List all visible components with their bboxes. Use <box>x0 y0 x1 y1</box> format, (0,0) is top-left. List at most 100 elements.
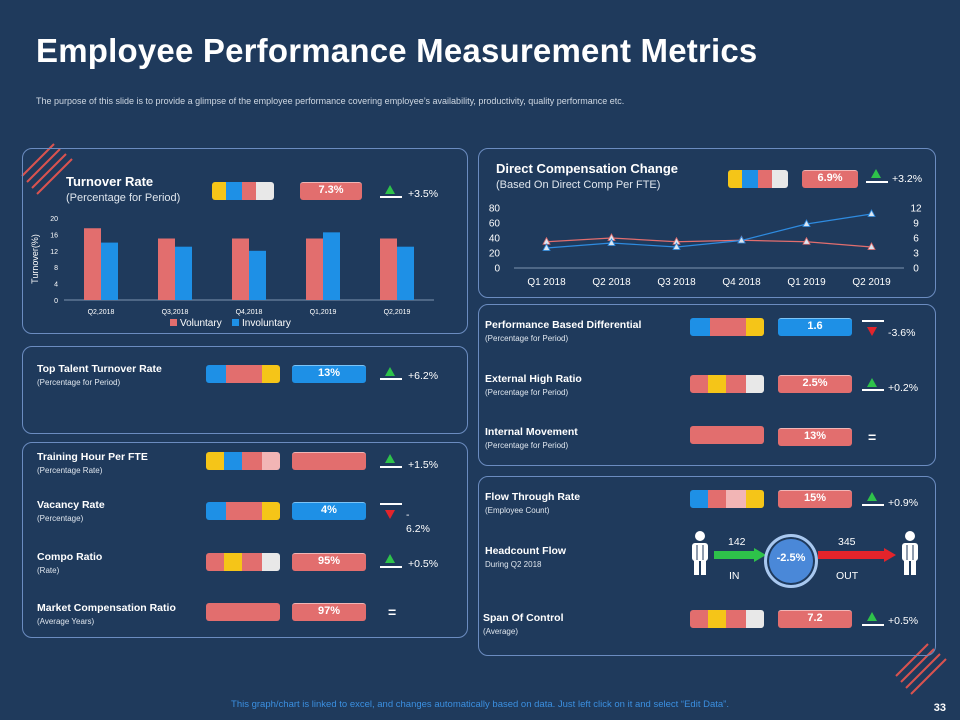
internal-label: Internal Movement (Percentage for Period… <box>485 426 578 450</box>
up-arrow-icon <box>867 492 877 501</box>
vacancy-label: Vacancy Rate (Percentage) <box>37 499 105 523</box>
ext-high-value: 2.5% <box>778 375 852 393</box>
turnover-panel <box>22 148 468 334</box>
y-tick-label: 4 <box>54 282 58 289</box>
y-left-tick-label: 0 <box>494 264 500 275</box>
x-tick-label: Q3,2018 <box>162 309 189 316</box>
compensation-strip <box>728 170 788 188</box>
flow-label: Flow Through Rate (Employee Count) <box>485 491 581 515</box>
vacancy-change-dash: - <box>406 509 410 521</box>
ext-high-strip <box>690 375 764 393</box>
headcount-center-value: -2.5% <box>776 552 806 564</box>
person-out-icon <box>902 531 918 575</box>
top-talent-value: 13% <box>292 365 366 383</box>
flow-strip <box>690 490 764 508</box>
y-left-tick-label: 20 <box>489 249 501 260</box>
vacancy-strip <box>206 502 280 520</box>
underline <box>862 624 884 626</box>
span-label: Span Of Control (Average) <box>483 612 564 636</box>
underline <box>380 503 402 505</box>
arrow-in-icon <box>714 548 766 562</box>
vacancy-change: 6.2% <box>406 523 430 535</box>
turnover-change: +3.5% <box>408 188 439 200</box>
perf-diff-value: 1.6 <box>778 318 852 336</box>
left-metrics-panel <box>22 442 468 638</box>
top-talent-panel <box>22 346 468 434</box>
underline <box>862 504 884 506</box>
right-metrics-panel-bottom <box>478 476 936 656</box>
span-change: +0.5% <box>888 615 919 627</box>
bar-involuntary <box>249 250 266 300</box>
up-arrow-icon <box>385 554 395 563</box>
vacancy-value: 4% <box>292 502 366 520</box>
compensation-line-chart: 0 0 20 3 40 6 60 9 80 12 Q1 2018 Q2 2018 Q3 2018 Q4 2… <box>489 204 922 289</box>
bar-involuntary <box>175 246 192 300</box>
legend-voluntary: Voluntary <box>180 318 222 329</box>
internal-value: 13% <box>778 428 852 446</box>
compo-strip <box>206 553 280 571</box>
underline <box>380 566 402 568</box>
headcount-out-label: OUT <box>836 570 859 582</box>
legend-swatch <box>232 319 239 326</box>
x-tick-label: Q1,2019 <box>310 309 337 316</box>
ext-high-label: External High Ratio (Percentage for Peri… <box>485 373 582 397</box>
x-tick-label: Q4 2018 <box>722 277 761 288</box>
up-arrow-icon <box>385 185 395 194</box>
data-point <box>802 236 811 245</box>
training-value <box>292 452 366 470</box>
bar-voluntary <box>84 228 101 300</box>
compo-label: Compo Ratio (Rate) <box>37 551 103 575</box>
legend-swatch <box>170 319 177 326</box>
headcount-center-circle <box>764 534 818 588</box>
x-tick-label: Q2 2019 <box>852 277 891 288</box>
bar-voluntary <box>380 238 397 300</box>
span-value: 7.2 <box>778 610 852 628</box>
turnover-value: 7.3% <box>300 182 362 200</box>
perf-diff-strip <box>690 318 764 336</box>
x-tick-label: Q2 2018 <box>592 277 631 288</box>
underline <box>380 196 402 198</box>
page-number: 33 <box>933 702 946 714</box>
internal-strip <box>690 426 764 444</box>
underline <box>380 466 402 468</box>
legend-involuntary: Involuntary <box>242 318 291 329</box>
data-point <box>867 242 876 250</box>
compensation-value: 6.9% <box>802 170 858 188</box>
underline <box>862 320 884 322</box>
y-right-tick-label: 3 <box>913 249 919 260</box>
bar-voluntary <box>306 238 323 300</box>
y-left-tick-label: 40 <box>489 234 501 245</box>
down-arrow-icon <box>385 510 395 519</box>
y-right-tick-label: 0 <box>913 264 919 275</box>
y-axis-label: Turnover(%) <box>30 234 40 284</box>
data-point <box>672 242 681 250</box>
turnover-strip <box>212 182 274 200</box>
x-tick-label: Q1 2018 <box>527 277 566 288</box>
compensation-panel <box>478 148 936 298</box>
market-strip <box>206 603 280 621</box>
flow-change: +0.9% <box>888 497 919 509</box>
x-tick-label: Q2,2018 <box>88 309 115 316</box>
y-right-tick-label: 9 <box>913 219 919 230</box>
perf-diff-change: -3.6% <box>888 327 916 339</box>
data-point <box>737 235 746 244</box>
compo-change: +0.5% <box>408 558 439 570</box>
headcount-in-count: 142 <box>728 536 746 548</box>
data-point <box>867 209 876 217</box>
internal-change: = <box>868 429 877 445</box>
underline <box>862 389 884 391</box>
training-change: +1.5% <box>408 459 439 471</box>
up-arrow-icon <box>385 367 395 376</box>
y-tick-label: 8 <box>54 265 58 272</box>
span-strip <box>690 610 764 628</box>
headcount-in-label: IN <box>729 570 740 582</box>
y-tick-label: 16 <box>50 232 58 239</box>
bar-involuntary <box>397 246 414 300</box>
bar-involuntary <box>101 242 118 300</box>
data-point <box>542 243 551 251</box>
compensation-change: +3.2% <box>892 173 923 185</box>
compo-value: 95% <box>292 553 366 571</box>
page-subtitle: The purpose of this slide is to provide … <box>36 96 625 106</box>
down-arrow-icon <box>867 327 877 336</box>
underline <box>380 378 402 380</box>
